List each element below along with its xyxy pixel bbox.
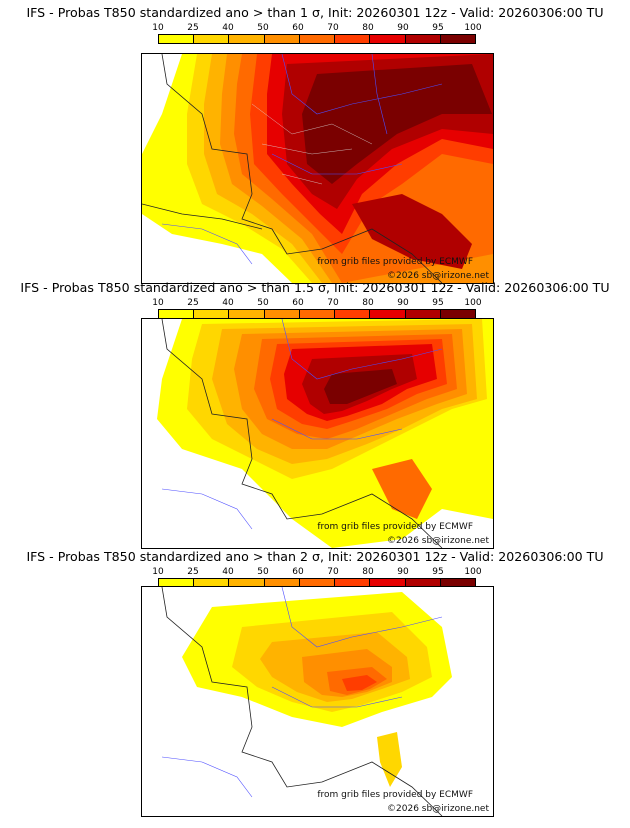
colorbar-segment bbox=[335, 579, 371, 587]
prob-95 bbox=[302, 64, 492, 184]
colorbar-ticks: 10 25 40 50 60 70 80 90 95 100 bbox=[152, 298, 482, 309]
colorbar-tick: 60 bbox=[292, 23, 304, 33]
colorbar-segment bbox=[335, 35, 371, 43]
colorbar-segment bbox=[299, 35, 336, 43]
colorbar-tick: 70 bbox=[327, 23, 339, 33]
colorbar-segment bbox=[229, 579, 265, 587]
colorbar-tick: 70 bbox=[327, 567, 339, 577]
colorbar-tick: 40 bbox=[222, 567, 234, 577]
colorbar-tick: 100 bbox=[464, 298, 482, 308]
credit-copyright: ©2026 sb@irizone.net bbox=[387, 536, 489, 546]
colorbar-segment bbox=[229, 35, 265, 43]
colorbar-tick: 80 bbox=[362, 298, 374, 308]
colorbar bbox=[158, 34, 476, 44]
colorbar-tick: 80 bbox=[362, 567, 374, 577]
colorbar-tick: 50 bbox=[257, 23, 269, 33]
colorbar-tick: 70 bbox=[327, 298, 339, 308]
colorbar-tick: 80 bbox=[362, 23, 374, 33]
colorbar-tick: 50 bbox=[257, 298, 269, 308]
colorbar-tick: 25 bbox=[187, 567, 199, 577]
colorbar-segment bbox=[440, 579, 475, 587]
colorbar-tick: 60 bbox=[292, 298, 304, 308]
colorbar-segment bbox=[370, 35, 406, 43]
colorbar-segment bbox=[440, 35, 475, 43]
colorbar-tick: 95 bbox=[432, 567, 444, 577]
credit-source: from grib files provided by ECMWF bbox=[317, 790, 473, 800]
colorbar-tick: 100 bbox=[464, 567, 482, 577]
colorbar-ticks: 10 25 40 50 60 70 80 90 95 100 bbox=[152, 23, 482, 34]
colorbar-tick: 10 bbox=[152, 298, 164, 308]
colorbar-tick: 95 bbox=[432, 23, 444, 33]
colorbar-tick: 90 bbox=[397, 23, 409, 33]
colorbar-tick: 25 bbox=[187, 298, 199, 308]
colorbar-segment bbox=[194, 310, 230, 318]
colorbar-segment bbox=[299, 579, 336, 587]
colorbar-tick: 40 bbox=[222, 23, 234, 33]
colorbar-segment bbox=[229, 310, 265, 318]
colorbar-segment bbox=[194, 35, 230, 43]
panel-title: IFS - Probas T850 standardized ano > tha… bbox=[26, 5, 604, 20]
colorbar-tick: 60 bbox=[292, 567, 304, 577]
colorbar-tick: 95 bbox=[432, 298, 444, 308]
colorbar-segment bbox=[370, 579, 406, 587]
colorbar-tick: 100 bbox=[464, 23, 482, 33]
colorbar-segment bbox=[194, 579, 230, 587]
colorbar-segment bbox=[299, 310, 336, 318]
probability-map: from grib files provided by ECMWF ©2026 … bbox=[141, 586, 494, 817]
colorbar-segment bbox=[159, 35, 195, 43]
forecast-panel-1-5sigma: IFS - Probas T850 standardized ano > tha… bbox=[0, 280, 630, 549]
colorbar-tick: 25 bbox=[187, 23, 199, 33]
colorbar-segment bbox=[264, 310, 300, 318]
prob-high-italy bbox=[352, 194, 472, 269]
probability-map: from grib files provided by ECMWF ©2026 … bbox=[141, 53, 494, 284]
borders bbox=[161, 587, 443, 798]
colorbar-tick: 10 bbox=[152, 567, 164, 577]
map-graphic bbox=[142, 587, 493, 816]
probability-map: from grib files provided by ECMWF ©2026 … bbox=[141, 318, 494, 549]
credit-copyright: ©2026 sb@irizone.net bbox=[387, 804, 489, 814]
prob-70 bbox=[342, 675, 377, 691]
colorbar-segment bbox=[264, 579, 300, 587]
colorbar-segment bbox=[405, 310, 441, 318]
coastline bbox=[161, 319, 443, 548]
forecast-panel-1sigma: IFS - Probas T850 standardized ano > tha… bbox=[0, 5, 630, 284]
map-graphic bbox=[142, 54, 493, 283]
coastline bbox=[161, 587, 443, 816]
map-graphic bbox=[142, 319, 493, 548]
colorbar-segment bbox=[440, 310, 475, 318]
colorbar-tick: 90 bbox=[397, 298, 409, 308]
colorbar-segment bbox=[264, 35, 300, 43]
prob-italy bbox=[372, 459, 432, 519]
colorbar-segment bbox=[405, 35, 441, 43]
coastline bbox=[142, 54, 443, 283]
colorbar-tick: 50 bbox=[257, 567, 269, 577]
colorbar-segment bbox=[159, 310, 195, 318]
prob-95 bbox=[324, 369, 397, 404]
colorbar-segment bbox=[159, 579, 195, 587]
colorbar-segment bbox=[370, 310, 406, 318]
admin-lines bbox=[251, 103, 373, 185]
prob-corsica bbox=[377, 732, 402, 787]
colorbar-segment bbox=[405, 579, 441, 587]
panel-title: IFS - Probas T850 standardized ano > tha… bbox=[20, 280, 610, 295]
colorbar-tick: 40 bbox=[222, 298, 234, 308]
colorbar-tick: 90 bbox=[397, 567, 409, 577]
panel-title: IFS - Probas T850 standardized ano > tha… bbox=[26, 549, 604, 564]
credit-copyright: ©2026 sb@irizone.net bbox=[387, 271, 489, 281]
forecast-panel-2sigma: IFS - Probas T850 standardized ano > tha… bbox=[0, 549, 630, 828]
colorbar-segment bbox=[335, 310, 371, 318]
borders bbox=[161, 54, 443, 265]
borders bbox=[161, 319, 443, 530]
credit-source: from grib files provided by ECMWF bbox=[317, 522, 473, 532]
colorbar-ticks: 10 25 40 50 60 70 80 90 95 100 bbox=[152, 567, 482, 578]
credit-source: from grib files provided by ECMWF bbox=[317, 257, 473, 267]
colorbar-tick: 10 bbox=[152, 23, 164, 33]
